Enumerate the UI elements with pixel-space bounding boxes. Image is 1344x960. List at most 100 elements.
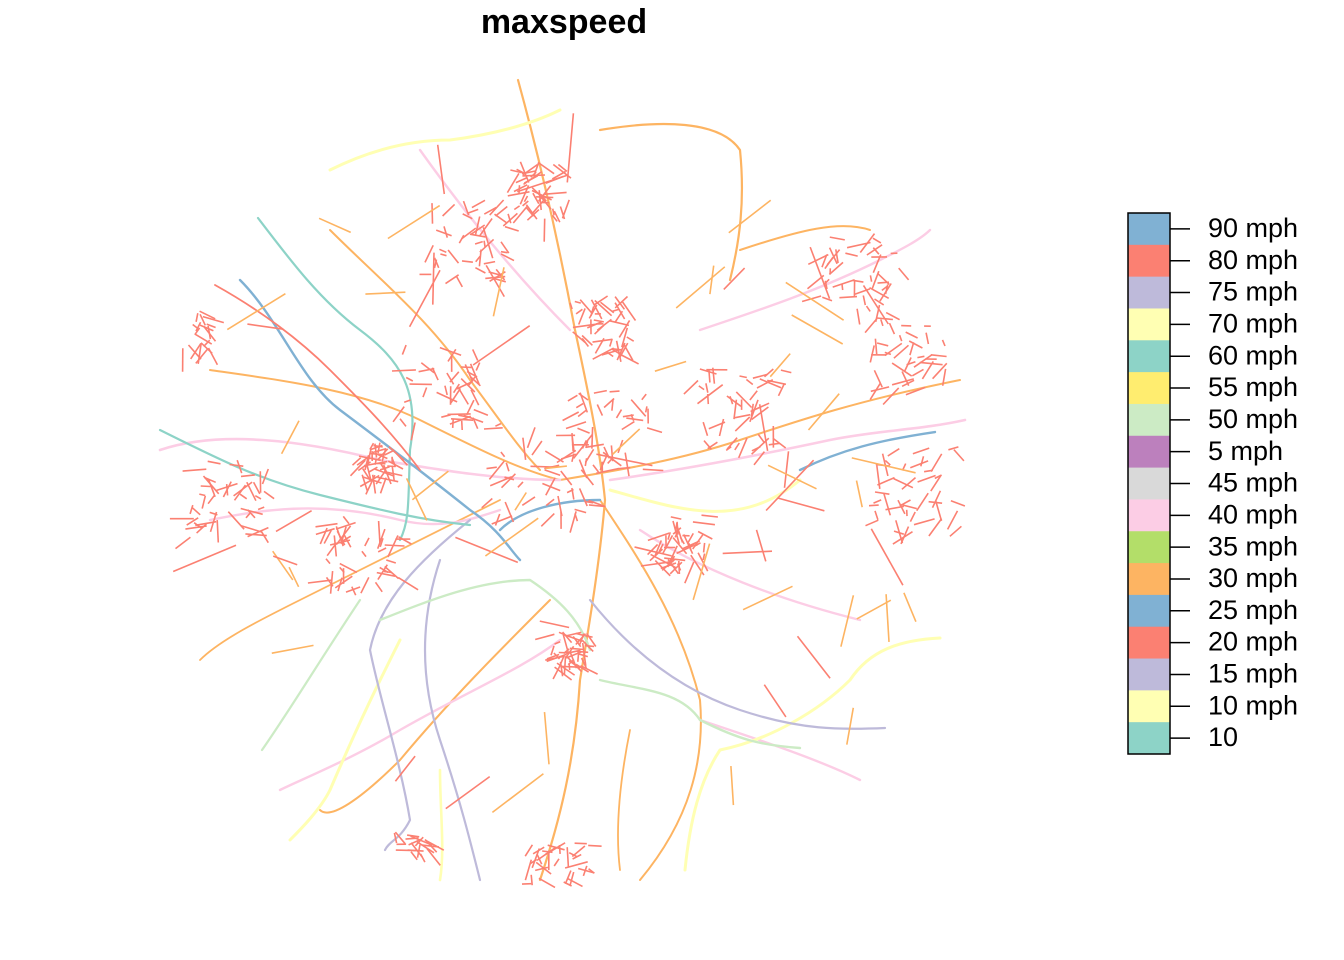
- street: [640, 560, 674, 567]
- street: [375, 470, 387, 485]
- street: [484, 517, 539, 557]
- legend-label: 5 mph: [1208, 436, 1283, 466]
- street: [500, 473, 516, 489]
- street: [471, 349, 479, 361]
- street: [374, 452, 388, 460]
- street: [554, 641, 561, 645]
- street: [443, 226, 449, 238]
- street: [540, 513, 555, 527]
- street: [872, 247, 880, 255]
- street: [898, 334, 903, 342]
- street: [209, 511, 218, 533]
- street: [536, 847, 556, 862]
- street: [895, 520, 904, 544]
- street: [577, 308, 586, 325]
- street: [470, 389, 480, 406]
- street: [596, 318, 612, 331]
- street: [257, 506, 265, 511]
- street: [619, 342, 629, 358]
- legend-swatch: [1128, 213, 1170, 246]
- street: [307, 579, 332, 584]
- street: [835, 249, 839, 264]
- street: [697, 530, 713, 540]
- road: [329, 229, 541, 471]
- street: [905, 331, 918, 339]
- street: [644, 406, 648, 413]
- street: [539, 620, 570, 629]
- street: [335, 525, 352, 546]
- street: [876, 342, 889, 347]
- street: [590, 299, 603, 320]
- road: [588, 598, 887, 730]
- street: [845, 252, 858, 257]
- street: [621, 301, 637, 321]
- street: [749, 390, 758, 401]
- street: [917, 474, 936, 483]
- street: [755, 529, 767, 562]
- street: [493, 277, 507, 283]
- street: [887, 448, 900, 457]
- street: [596, 467, 619, 475]
- street: [431, 203, 434, 224]
- street: [365, 291, 406, 295]
- street: [930, 453, 943, 473]
- street: [333, 535, 338, 557]
- street: [585, 441, 589, 449]
- street: [650, 553, 677, 569]
- street: [504, 501, 515, 523]
- street: [745, 378, 754, 386]
- street: [500, 250, 508, 254]
- street: [930, 474, 943, 492]
- street: [841, 284, 844, 291]
- street: [634, 546, 672, 557]
- street: [182, 468, 207, 472]
- street: [252, 481, 261, 495]
- street: [384, 544, 405, 547]
- street: [670, 516, 682, 520]
- street: [411, 470, 449, 501]
- street: [693, 542, 701, 548]
- street: [737, 437, 748, 459]
- street: [494, 205, 508, 217]
- street: [562, 411, 580, 422]
- street: [584, 448, 595, 464]
- street: [475, 255, 481, 263]
- street: [199, 310, 216, 320]
- legend-label: 60 mph: [1208, 340, 1298, 370]
- street: [725, 446, 732, 452]
- street: [552, 666, 561, 680]
- street: [734, 442, 740, 451]
- street: [566, 877, 583, 888]
- street: [545, 498, 555, 507]
- legend-label: 75 mph: [1208, 277, 1298, 307]
- street: [542, 850, 553, 854]
- street: [329, 571, 334, 594]
- street: [703, 440, 713, 450]
- street: [202, 315, 225, 324]
- street: [201, 495, 207, 509]
- street: [877, 476, 895, 486]
- street: [379, 477, 387, 494]
- street: [475, 266, 486, 274]
- street: [923, 469, 933, 473]
- legend-swatch: [1128, 244, 1170, 278]
- street: [447, 348, 457, 362]
- street: [554, 666, 573, 681]
- street: [883, 493, 892, 516]
- street: [519, 161, 530, 183]
- street: [516, 174, 569, 193]
- street: [567, 394, 578, 402]
- street: [431, 367, 439, 381]
- street: [702, 421, 709, 436]
- legend-label: 30 mph: [1208, 563, 1298, 593]
- street: [507, 213, 512, 224]
- road: [798, 430, 937, 472]
- street: [865, 519, 879, 527]
- street: [885, 311, 900, 321]
- street: [881, 285, 888, 292]
- legend-swatch: [1128, 563, 1170, 596]
- street: [903, 592, 917, 623]
- street: [564, 870, 572, 885]
- street: [207, 460, 221, 465]
- legend-label: 10 mph: [1208, 690, 1298, 720]
